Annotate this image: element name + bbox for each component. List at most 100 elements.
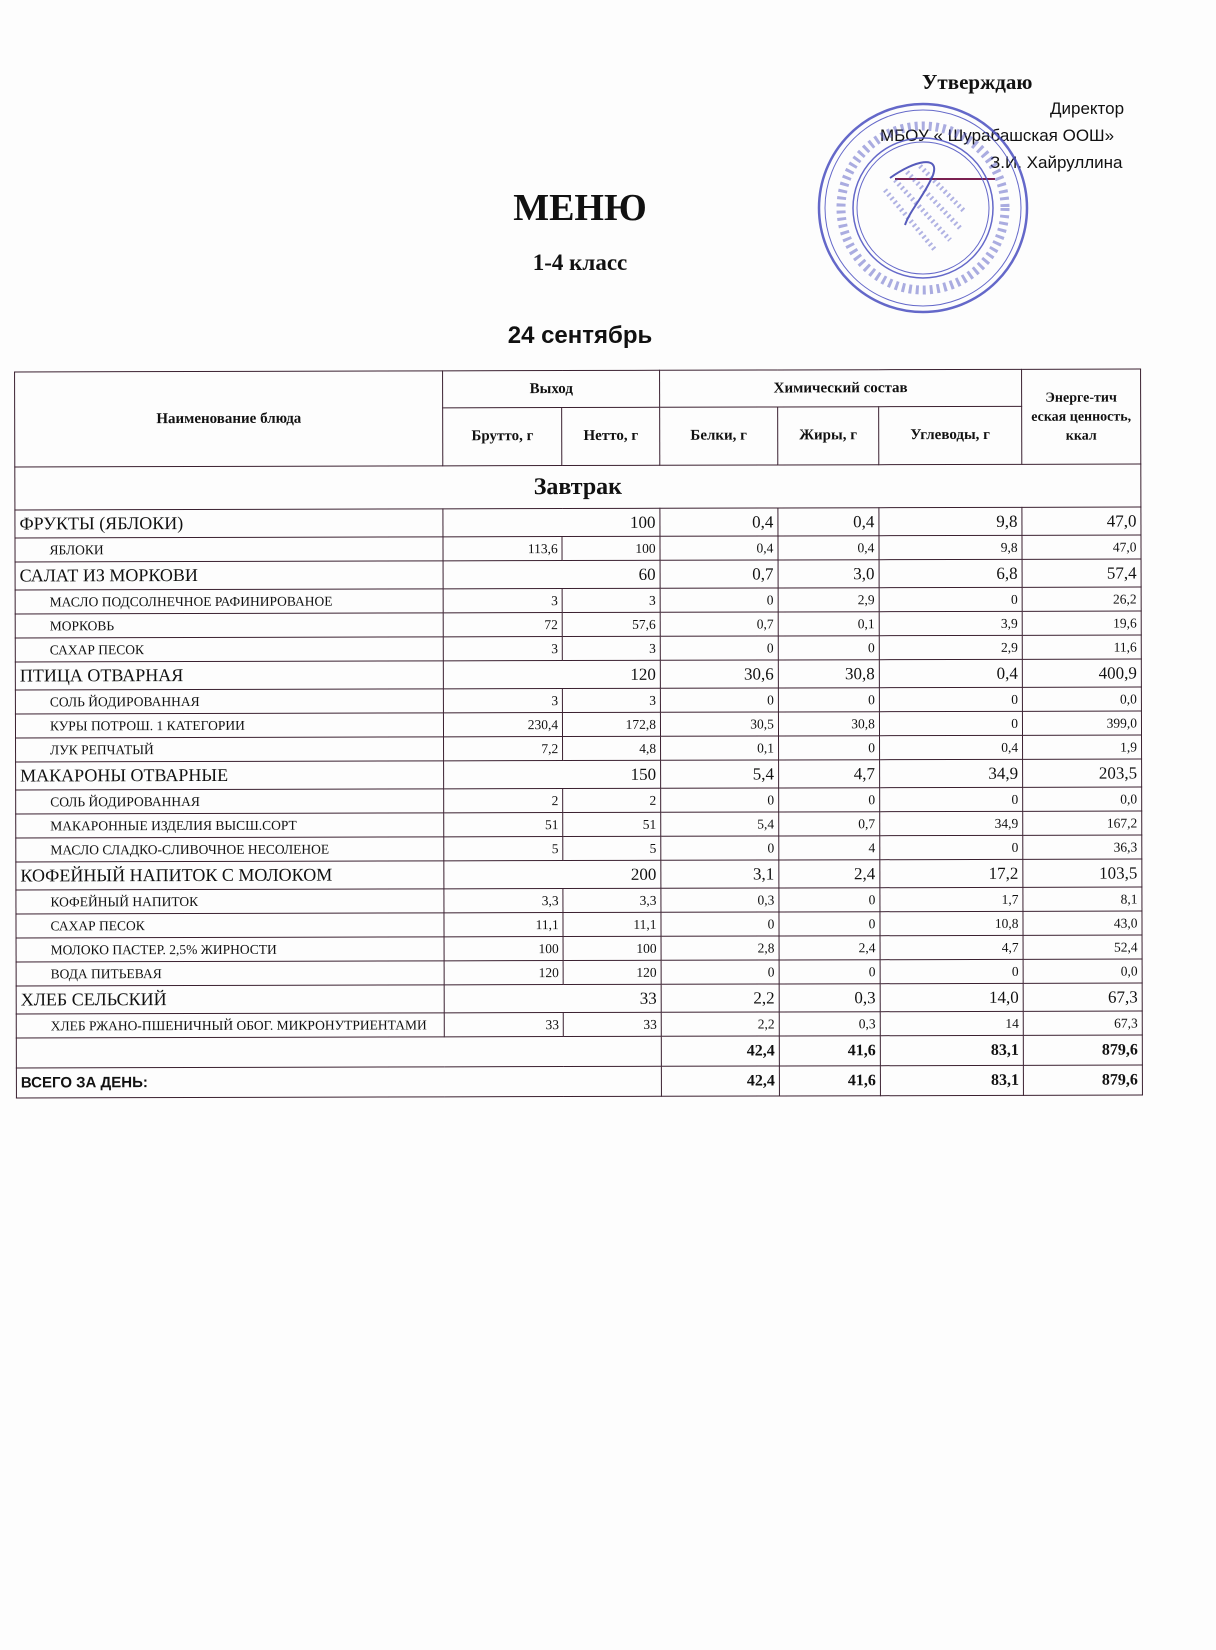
output-value: 60: [443, 560, 661, 589]
netto-value: 120: [563, 960, 662, 985]
carbs-value: 2,9: [879, 635, 1023, 660]
approval-signer: З.И. Хайруллина: [990, 153, 1123, 172]
netto-value: 3: [562, 688, 661, 713]
carbs-value: 0: [879, 587, 1023, 612]
protein-value: 0: [660, 587, 779, 613]
menu-table: Наименование блюда Выход Химический сост…: [14, 369, 1143, 1099]
energy-value: 19,6: [1022, 611, 1142, 636]
fat-value: 0: [778, 787, 880, 812]
approval-position: Директор: [1050, 99, 1125, 118]
protein-value: 2,8: [661, 935, 779, 961]
protein-value: 3,1: [660, 859, 779, 889]
signature: [895, 178, 995, 180]
ingredient-name: КУРЫ ПОТРОШ. 1 КАТЕГОРИИ: [15, 712, 444, 738]
fat-value: 0: [778, 887, 880, 912]
energy-value: 26,2: [1022, 587, 1142, 612]
brutto-value: 100: [444, 936, 564, 961]
header-fat: Жиры, г: [777, 406, 879, 465]
protein-value: 2,2: [661, 1011, 780, 1037]
ingredient-row: КОФЕЙНЫЙ НАПИТОК 3,3 3,3 0,3 0 1,7 8,1: [15, 887, 1142, 914]
carbs-value: 1,7: [879, 887, 1024, 912]
netto-value: 4,8: [562, 736, 661, 761]
subtotal-fat: 41,6: [779, 1035, 881, 1066]
ingredient-row: САХАР ПЕСОК 3 3 0 0 2,9 11,6: [15, 635, 1142, 662]
netto-value: 100: [563, 936, 662, 961]
protein-value: 0: [661, 959, 780, 985]
protein-value: 5,4: [660, 811, 779, 837]
energy-value: 67,3: [1023, 983, 1143, 1012]
brutto-value: 3: [443, 688, 563, 713]
ingredient-name: САХАР ПЕСОК: [15, 636, 444, 662]
ingredient-row: ХЛЕБ РЖАНО-ПШЕНИЧНЫЙ ОБОГ. МИКРОНУТРИЕНТ…: [16, 1011, 1143, 1038]
energy-value: 399,0: [1022, 711, 1142, 736]
output-value: 33: [444, 984, 662, 1013]
total-protein: 42,4: [661, 1065, 780, 1097]
fat-value: 0,3: [779, 983, 881, 1012]
approval-heading: Утверждаю: [922, 70, 1033, 94]
protein-value: 30,5: [660, 711, 779, 737]
fat-value: 2,4: [778, 859, 880, 888]
page-title: МЕНЮ: [513, 187, 647, 229]
netto-value: 172,8: [562, 712, 661, 737]
fat-value: 4,7: [778, 759, 880, 788]
fat-value: 30,8: [778, 659, 880, 688]
carbs-value: 0: [879, 835, 1023, 860]
dish-name: ФРУКТЫ (ЯБЛОКИ): [14, 508, 444, 538]
ingredient-name: СОЛЬ ЙОДИРОВАННАЯ: [15, 688, 444, 714]
carbs-value: 0: [879, 959, 1024, 984]
subtotal-carbs: 83,1: [880, 1035, 1024, 1066]
brutto-value: 72: [443, 612, 563, 637]
energy-value: 57,4: [1022, 559, 1142, 588]
carbs-value: 3,9: [879, 611, 1023, 636]
brutto-value: 3: [443, 588, 563, 613]
fat-value: 2,9: [778, 587, 880, 612]
header-brutto: Брутто, г: [442, 407, 562, 466]
fat-value: 0,4: [777, 535, 879, 560]
netto-value: 51: [562, 812, 661, 837]
brutto-value: 3: [443, 636, 563, 661]
fat-value: 3,0: [777, 559, 880, 588]
ingredient-row: СОЛЬ ЙОДИРОВАННАЯ 2 2 0 0 0 0,0: [15, 787, 1142, 814]
subtotal-row: 42,4 41,6 83,1 879,6: [16, 1035, 1143, 1068]
netto-value: 57,6: [562, 612, 661, 637]
menu-date: 24 сентябрь: [507, 322, 653, 349]
total-label: ВСЕГО ЗА ДЕНЬ:: [16, 1066, 662, 1098]
netto-value: 3: [562, 588, 661, 613]
header-chemical: Химический состав: [659, 369, 1022, 408]
dish-row: ФРУКТЫ (ЯБЛОКИ) 100 0,4 0,4 9,8 47,0: [14, 507, 1141, 538]
carbs-value: 9,8: [878, 507, 1023, 536]
carbs-value: 9,8: [878, 535, 1023, 560]
ingredient-name: ЛУК РЕПЧАТЫЙ: [15, 736, 444, 762]
energy-value: 103,5: [1022, 859, 1142, 888]
dish-row: САЛАТ ИЗ МОРКОВИ 60 0,7 3,0 6,8 57,4: [15, 559, 1142, 590]
ingredient-row: КУРЫ ПОТРОШ. 1 КАТЕГОРИИ 230,4 172,8 30,5 30…: [15, 711, 1142, 738]
protein-value: 0,4: [659, 507, 778, 537]
fat-value: 4: [778, 835, 880, 860]
netto-value: 5: [562, 836, 661, 861]
section-breakfast: Завтрак: [14, 464, 1141, 510]
total-energy: 879,6: [1023, 1065, 1143, 1096]
netto-value: 33: [563, 1012, 662, 1037]
subtotal-energy: 879,6: [1023, 1035, 1143, 1066]
brutto-value: 5: [444, 836, 564, 861]
fat-value: 0: [778, 735, 880, 760]
brutto-value: 2: [443, 788, 563, 813]
dish-name: МАКАРОНЫ ОТВАРНЫЕ: [15, 760, 444, 790]
ingredient-row: ЯБЛОКИ 113,6 100 0,4 0,4 9,8 47,0: [14, 535, 1142, 562]
protein-value: 0: [660, 687, 779, 713]
brutto-value: 7,2: [443, 736, 563, 761]
output-value: 120: [443, 660, 661, 689]
energy-value: 0,0: [1023, 959, 1143, 984]
header-netto: Нетто, г: [561, 407, 660, 466]
ingredient-row: МАСЛО СЛАДКО-СЛИВОЧНОЕ НЕСОЛЕНОЕ 5 5 0 4 0 36,…: [15, 835, 1142, 862]
fat-value: 30,8: [778, 711, 880, 736]
brutto-value: 3,3: [444, 888, 564, 913]
energy-value: 47,0: [1022, 535, 1142, 560]
fat-value: 0: [778, 959, 881, 984]
carbs-value: 10,8: [879, 911, 1024, 936]
fat-value: 2,4: [778, 935, 880, 960]
ingredient-row: СОЛЬ ЙОДИРОВАННАЯ 3 3 0 0 0 0,0: [15, 687, 1142, 714]
ingredient-name: МАСЛО СЛАДКО-СЛИВОЧНОЕ НЕСОЛЕНОЕ: [15, 836, 445, 862]
ingredient-row: ВОДА ПИТЬЕВАЯ 120 120 0 0 0 0,0: [16, 959, 1143, 986]
fat-value: 0,7: [778, 811, 880, 836]
